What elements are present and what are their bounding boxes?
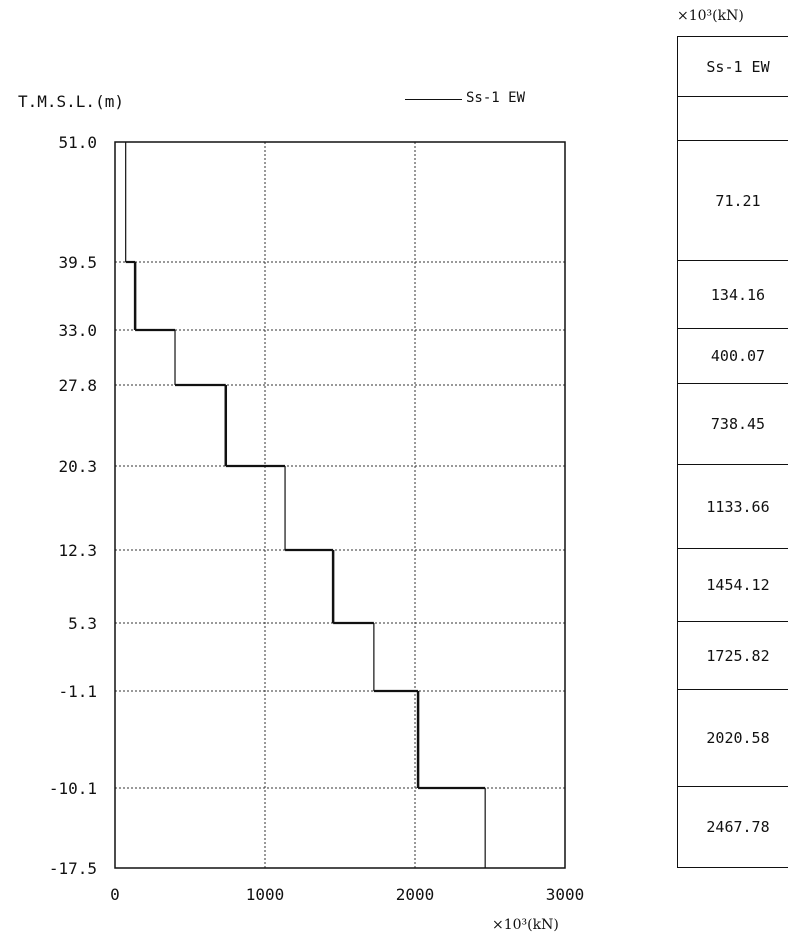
y-tick-label: -1.1 xyxy=(58,682,97,701)
table-unit: ×10³(kN) xyxy=(677,8,744,24)
y-tick-label: 51.0 xyxy=(58,133,97,152)
y-tick-label: 33.0 xyxy=(58,321,97,340)
table-value-cell: 1454.12 xyxy=(678,549,788,622)
x-tick-label: 1000 xyxy=(246,885,285,904)
x-tick-label: 3000 xyxy=(546,885,585,904)
y-tick-label: -10.1 xyxy=(49,779,97,798)
y-tick-label: 12.3 xyxy=(58,541,97,560)
y-tick-label: 39.5 xyxy=(58,253,97,272)
x-tick-label: 0 xyxy=(110,885,120,904)
legend-label: Ss-1 EW xyxy=(466,90,526,106)
table-spacer-row xyxy=(678,97,788,141)
table-value-cell: 1725.82 xyxy=(678,622,788,690)
table-value-cell: 71.21 xyxy=(678,141,788,261)
table-value-cell: 1133.66 xyxy=(678,465,788,549)
y-axis-title: T.M.S.L.(m) xyxy=(18,92,124,111)
x-axis-unit: ×10³(kN) xyxy=(492,917,559,933)
table-value-cell: 134.16 xyxy=(678,261,788,329)
y-tick-label: 20.3 xyxy=(58,457,97,476)
plot-area xyxy=(114,141,566,869)
y-tick-label: 5.3 xyxy=(68,614,97,633)
value-table: Ss-1 EW 71.21 134.16 400.07 738.45 1133.66 14… xyxy=(677,36,788,868)
table-value-cell: 2467.78 xyxy=(706,818,770,836)
table-value-cell: 738.45 xyxy=(678,384,788,465)
x-tick-label: 2000 xyxy=(396,885,435,904)
table-value-cell: 400.07 xyxy=(678,329,788,384)
table-header: Ss-1 EW xyxy=(678,37,788,97)
legend-swatch xyxy=(405,99,462,100)
table-value-cell: 2020.58 xyxy=(678,690,788,787)
y-tick-label: -17.5 xyxy=(49,859,97,878)
y-tick-label: 27.8 xyxy=(58,376,97,395)
shear-force-chart: 0 1000 2000 3000 51.0 39.5 33.0 27.8 20.3 12.3 5.3… xyxy=(49,133,585,904)
